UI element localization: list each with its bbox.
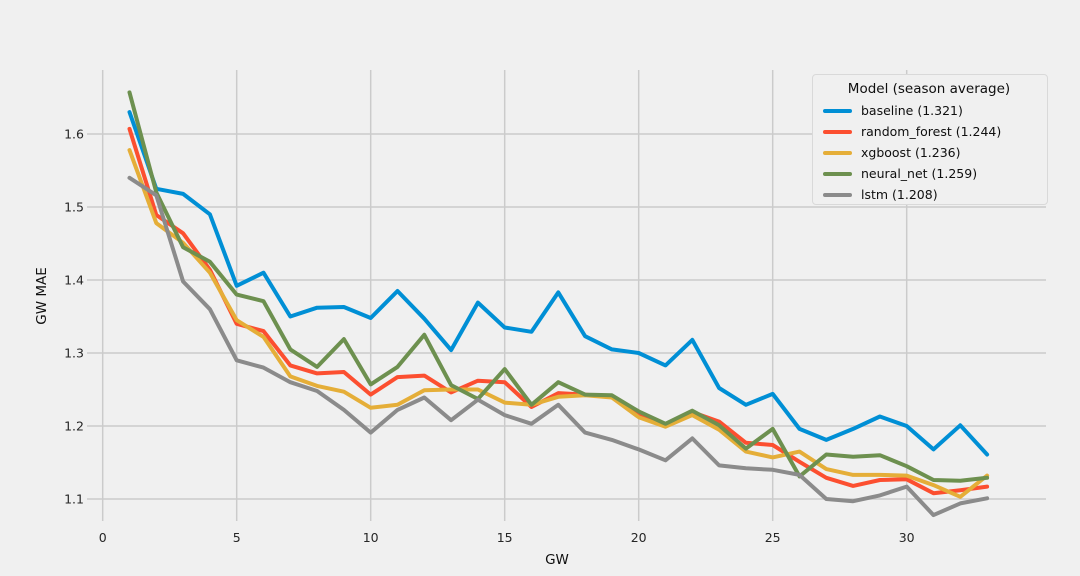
legend-swatch-lstm (823, 192, 852, 197)
series-line-lstm (127, 175, 990, 518)
tick-label: 30 (899, 530, 915, 545)
tick-label: 20 (631, 530, 647, 545)
legend-item-random_forest: random_forest (1.244) (819, 121, 1039, 142)
legend: Model (season average) baseline (1.321) r… (812, 74, 1048, 205)
tick-label: 15 (497, 530, 513, 545)
legend-label-baseline: baseline (1.321) (861, 103, 963, 118)
legend-rows: baseline (1.321) random_forest (1.244) xgb… (819, 100, 1039, 205)
y-axis-label: GW MAE (34, 267, 50, 325)
tick-label: 1.4 (64, 273, 84, 288)
tick-label: 5 (233, 530, 241, 545)
legend-item-xgboost: xgboost (1.236) (819, 142, 1039, 163)
series-line-baseline (127, 110, 990, 457)
legend-title: Model (season average) (847, 81, 1011, 97)
tick-label: 1.5 (64, 200, 84, 215)
tick-label: 1.3 (64, 346, 84, 361)
series-line-neural_net (127, 90, 990, 483)
legend-item-lstm: lstm (1.208) (819, 184, 1039, 205)
legend-label-random_forest: random_forest (1.244) (861, 124, 1002, 139)
legend-swatch-xgboost (823, 150, 852, 155)
tick-label: 10 (363, 530, 379, 545)
tick-label: 0 (99, 530, 107, 545)
legend-swatch-random_forest (823, 129, 852, 134)
legend-swatch-neural_net (823, 171, 852, 176)
x-axis-label: GW (545, 552, 569, 568)
tick-label: 25 (765, 530, 781, 545)
series-line-random_forest (127, 126, 990, 496)
legend-swatch-baseline (823, 108, 852, 113)
legend-label-neural_net: neural_net (1.259) (861, 166, 978, 181)
tick-label: 1.6 (64, 127, 84, 142)
legend-item-baseline: baseline (1.321) (819, 100, 1039, 121)
series-lines (127, 90, 990, 518)
series-line-xgboost (127, 148, 990, 499)
tick-labels: 0 5 10 15 20 25 30 1.1 1.2 1.3 1.4 1.5 1.6 (64, 127, 915, 546)
tick-label: 1.1 (64, 492, 84, 507)
legend-item-neural_net: neural_net (1.259) (819, 163, 1039, 184)
legend-label-lstm: lstm (1.208) (861, 187, 938, 202)
legend-label-xgboost: xgboost (1.236) (861, 145, 961, 160)
tick-label: 1.2 (64, 419, 84, 434)
